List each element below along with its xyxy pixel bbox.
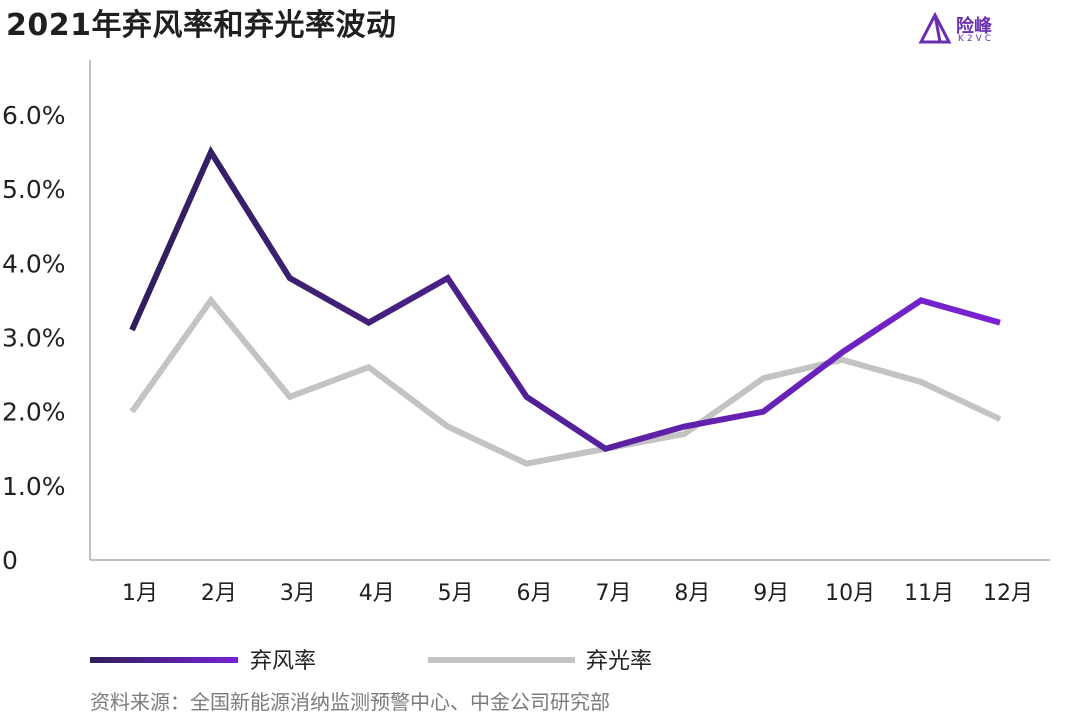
- source-note: 资料来源：全国新能源消纳监测预警中心、中金公司研究部: [90, 690, 610, 714]
- x-tick-label: 2月: [201, 581, 237, 606]
- data-point-wind: [526, 396, 527, 397]
- y-tick-label: 4.0%: [2, 249, 66, 278]
- k2vc-triangle-logo-icon: [918, 11, 952, 44]
- data-point-wind: [605, 448, 606, 449]
- data-point-solar: [763, 378, 764, 379]
- data-point-wind: [921, 300, 922, 301]
- y-tick-label: 3.0%: [2, 324, 66, 353]
- data-point-solar: [684, 433, 685, 434]
- data-point-solar: [210, 300, 211, 301]
- x-tick-label: 11月: [904, 581, 954, 606]
- data-point-solar: [447, 426, 448, 427]
- x-tick-label: 8月: [674, 581, 710, 606]
- series-line-wind: [129, 145, 1001, 453]
- data-point-wind: [842, 352, 843, 353]
- data-point-wind: [684, 426, 685, 427]
- series-line-solar: [129, 295, 1002, 467]
- x-tick-label: 5月: [438, 581, 474, 606]
- x-tick-label: 10月: [825, 581, 875, 606]
- x-axis-ticks: 1月 2月 3月 4月 5月 6月 7月 8月 9月 10月 11月 12月: [122, 581, 1033, 606]
- line-chart: 0 1.0% 2.0% 3.0% 4.0% 5.0% 6.0% 1月 2月 3月 4月 5月 6月 7月…: [2, 60, 1050, 674]
- data-point-wind: [763, 411, 764, 412]
- y-tick-label: 1.0%: [2, 472, 66, 501]
- axes: [89, 60, 1050, 561]
- data-point-solar: [132, 411, 133, 412]
- x-tick-label: 3月: [280, 581, 316, 606]
- y-tick-label: 6.0%: [2, 101, 66, 130]
- x-tick-label: 1月: [122, 581, 158, 606]
- y-axis-ticks: 0 1.0% 2.0% 3.0% 4.0% 5.0% 6.0%: [2, 101, 66, 575]
- data-point-solar: [1000, 419, 1001, 420]
- y-tick-label: 5.0%: [2, 175, 66, 204]
- data-point-wind: [289, 278, 290, 279]
- logo-chinese-text: 险峰: [956, 16, 992, 37]
- x-tick-label: 4月: [359, 581, 395, 606]
- data-point-wind: [447, 278, 448, 279]
- data-point-solar: [842, 359, 843, 360]
- data-point-solar: [368, 367, 369, 368]
- data-point-wind: [368, 322, 369, 323]
- x-tick-label: 9月: [753, 581, 789, 606]
- x-tick-label: 12月: [983, 581, 1033, 606]
- data-point-solar: [526, 463, 527, 464]
- legend-label-wind: 弃风率: [250, 649, 316, 674]
- legend: 弃风率 弃光率: [90, 649, 652, 674]
- logo-english-text: K2VC: [958, 34, 995, 44]
- brand-logo: 险峰 K2VC: [918, 11, 1018, 48]
- y-tick-label: 2.0%: [2, 398, 66, 427]
- series-lines: [129, 145, 1002, 467]
- chart-title: 2021年弃风率和弃光率波动: [6, 8, 397, 43]
- data-point-wind: [132, 330, 133, 331]
- data-point-wind: [1000, 322, 1001, 323]
- x-tick-label: 7月: [595, 581, 631, 606]
- data-point-wind: [210, 152, 211, 153]
- data-point-solar: [921, 382, 922, 383]
- x-tick-label: 6月: [517, 581, 553, 606]
- y-tick-label: 0: [2, 546, 18, 575]
- data-point-solar: [289, 396, 290, 397]
- legend-label-solar: 弃光率: [586, 649, 652, 674]
